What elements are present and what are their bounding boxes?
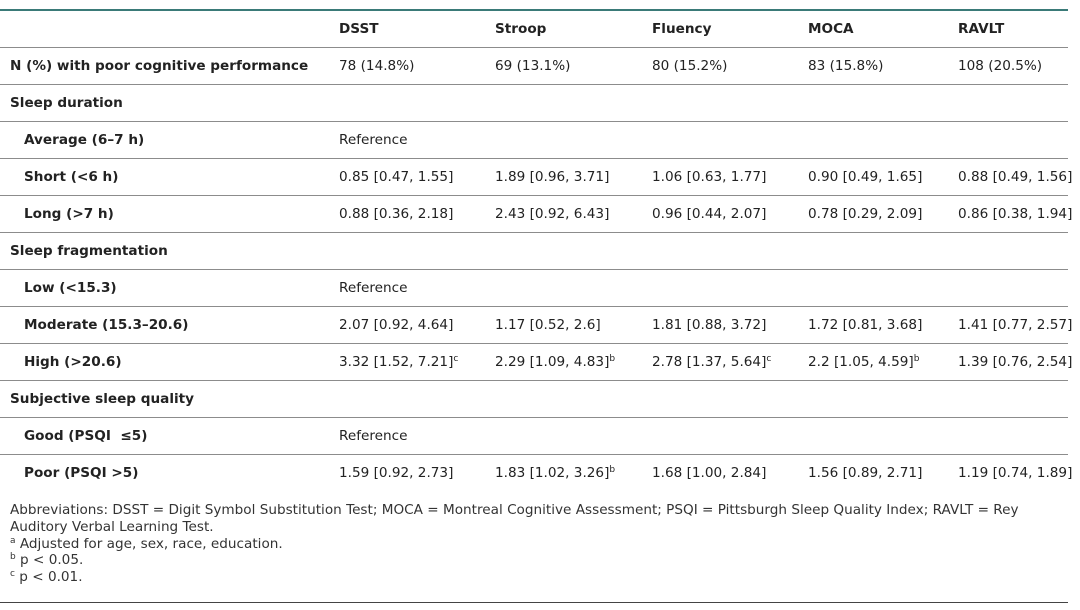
table-cell: 1.41 [0.77, 2.57]: [958, 317, 1073, 333]
row-label: N (%) with poor cognitive performance: [10, 58, 309, 74]
section-row-subjective-sleep-quality: Subjective sleep quality: [0, 381, 1068, 418]
section-label: Sleep duration: [10, 95, 123, 111]
header-cell-ravlt: RAVLT: [958, 21, 1005, 37]
reference-row-good: Good (PSQI ≤5) Reference: [0, 418, 1068, 455]
table-row-poor: Poor (PSQI >5) 1.59 [0.92, 2.73] 1.83 [1…: [0, 455, 1073, 492]
table-row-short: Short (<6 h) 0.85 [0.47, 1.55] 1.89 [0.9…: [0, 159, 1073, 196]
table-cell: 1.17 [0.52, 2.6]: [495, 317, 601, 333]
row-label: High (>20.6): [24, 354, 122, 370]
table-cell: 2.2 [1.05, 4.59]b: [808, 354, 920, 370]
table-cell: 0.86 [0.38, 1.94]: [958, 206, 1073, 222]
row-label: Average (6–7 h): [24, 132, 145, 148]
footnote-c: c p < 0.01.: [10, 569, 83, 586]
header-cell-stroop: Stroop: [495, 21, 547, 37]
row-label: Good (PSQI ≤5): [24, 428, 148, 444]
section-row-sleep-fragmentation: Sleep fragmentation: [0, 233, 1068, 270]
table-cell: 1.68 [1.00, 2.84]: [652, 465, 767, 481]
table-cell: 1.56 [0.89, 2.71]: [808, 465, 923, 481]
table-cell: 0.90 [0.49, 1.65]: [808, 169, 923, 185]
row-label: Low (<15.3): [24, 280, 117, 296]
table-top-rule: [0, 9, 1068, 11]
section-row-sleep-duration: Sleep duration: [0, 85, 1068, 122]
reference-cell: Reference: [339, 428, 408, 444]
footnote-a: a Adjusted for age, sex, race, education…: [10, 535, 283, 552]
table-footnotes: Abbreviations: DSST = Digit Symbol Subst…: [10, 502, 1075, 586]
row-label: Long (>7 h): [24, 206, 114, 222]
table-row-moderate: Moderate (15.3–20.6) 2.07 [0.92, 4.64] 1…: [0, 307, 1073, 344]
table-cell: 80 (15.2%): [652, 58, 728, 74]
table-cell: 108 (20.5%): [958, 58, 1043, 74]
table-cell: 2.78 [1.37, 5.64]c: [652, 354, 772, 370]
table-cell: 2.07 [0.92, 4.64]: [339, 317, 454, 333]
header-cell-label: [0, 11, 339, 48]
bottom-rule: [0, 602, 1068, 603]
row-label: Short (<6 h): [24, 169, 119, 185]
table-cell: 0.88 [0.49, 1.56]: [958, 169, 1073, 185]
row-label: Poor (PSQI >5): [24, 465, 139, 481]
table-cell: 0.88 [0.36, 2.18]: [339, 206, 454, 222]
row-label: Moderate (15.3–20.6): [24, 317, 189, 333]
table-cell: 78 (14.8%): [339, 58, 415, 74]
section-label: Subjective sleep quality: [10, 391, 195, 407]
table-cell: 69 (13.1%): [495, 58, 571, 74]
table-cell: 1.81 [0.88, 3.72]: [652, 317, 767, 333]
table-cell: 2.29 [1.09, 4.83]b: [495, 354, 616, 370]
table-cell: 1.19 [0.74, 1.89]: [958, 465, 1073, 481]
reference-row-average: Average (6–7 h) Reference: [0, 122, 1068, 159]
table-cell: 1.59 [0.92, 2.73]: [339, 465, 454, 481]
header-cell-dsst: DSST: [339, 21, 379, 37]
table-row-high: High (>20.6) 3.32 [1.52, 7.21]c 2.29 [1.…: [0, 344, 1073, 381]
table-cell: 0.78 [0.29, 2.09]: [808, 206, 923, 222]
table-cell: 1.89 [0.96, 3.71]: [495, 169, 610, 185]
table-cell: 2.43 [0.92, 6.43]: [495, 206, 610, 222]
table-cell: 1.06 [0.63, 1.77]: [652, 169, 767, 185]
table-row-long: Long (>7 h) 0.88 [0.36, 2.18] 2.43 [0.92…: [0, 196, 1073, 233]
table-cell: 1.39 [0.76, 2.54]: [958, 354, 1073, 370]
table-cell: 3.32 [1.52, 7.21]c: [339, 354, 459, 370]
footnote-b: b p < 0.05.: [10, 552, 84, 569]
reference-row-low: Low (<15.3) Reference: [0, 270, 1068, 307]
header-cell-fluency: Fluency: [652, 21, 712, 37]
table-cell: 1.83 [1.02, 3.26]b: [495, 465, 616, 481]
header-row: DSST Stroop Fluency MOCA RAVLT: [0, 11, 1068, 48]
section-label: Sleep fragmentation: [10, 243, 168, 259]
reference-cell: Reference: [339, 132, 408, 148]
header-cell-moca: MOCA: [808, 21, 854, 37]
reference-cell: Reference: [339, 280, 408, 296]
abbreviations-note: Abbreviations: DSST = Digit Symbol Subst…: [10, 502, 1019, 535]
results-table: DSST Stroop Fluency MOCA RAVLT N (%) wit…: [0, 11, 1073, 492]
table-row-poor-performance: N (%) with poor cognitive performance 78…: [0, 48, 1068, 85]
table-cell: 0.96 [0.44, 2.07]: [652, 206, 767, 222]
table-cell: 0.85 [0.47, 1.55]: [339, 169, 454, 185]
table-cell: 83 (15.8%): [808, 58, 884, 74]
table-cell: 1.72 [0.81, 3.68]: [808, 317, 923, 333]
